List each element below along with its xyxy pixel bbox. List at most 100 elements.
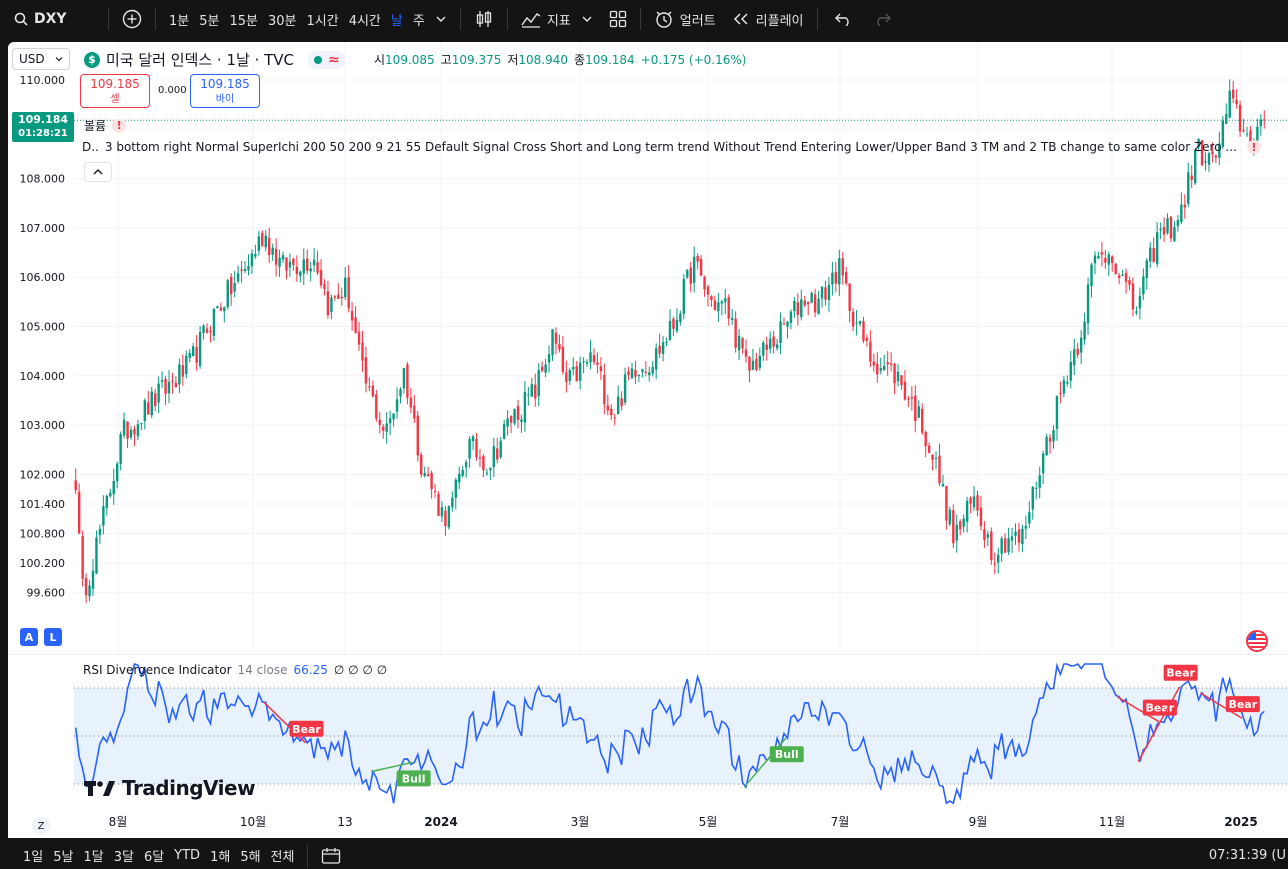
candle-body xyxy=(302,259,305,274)
y-tick-label: 100.200 xyxy=(20,557,66,570)
range-8-button[interactable]: 전체 xyxy=(270,850,295,865)
interval-7-button[interactable]: 주 xyxy=(412,13,425,29)
goto-date-button[interactable] xyxy=(316,842,346,869)
rsi-legend[interactable]: RSI Divergence Indicator 14 close 66.25 … xyxy=(83,663,393,677)
candle xyxy=(779,312,782,355)
candle-body xyxy=(209,330,212,333)
rsi-pane[interactable]: 8월 10월 13 2024 3월 5월 7월 9월 11월 2025 Bear Bull Bull Be… xyxy=(8,654,1288,838)
range-7-button[interactable]: 5해 xyxy=(240,850,261,865)
candle-body xyxy=(1190,175,1193,180)
warning-icon[interactable]: ! xyxy=(112,118,127,133)
range-0-button[interactable]: 1일 xyxy=(23,850,44,865)
log-scale-button[interactable]: L xyxy=(44,628,62,646)
candle-body xyxy=(889,363,893,366)
candle xyxy=(247,254,250,276)
candle xyxy=(88,580,91,602)
replay-button[interactable]: 리플레이 xyxy=(727,0,809,38)
candle xyxy=(513,408,516,426)
indicator-legend[interactable]: D.. 3 bottom right Normal SuperIchi 200 … xyxy=(82,140,1261,154)
candle xyxy=(285,257,288,280)
candle-body xyxy=(91,570,95,589)
interval-0-button[interactable]: 1분 xyxy=(169,13,190,29)
volume-legend[interactable]: 볼륨 ! xyxy=(84,117,127,134)
candle-body xyxy=(461,469,464,476)
candle xyxy=(1107,251,1111,277)
candle xyxy=(1014,523,1017,545)
sell-button[interactable]: 109.185 셀 xyxy=(80,74,150,108)
range-5-button[interactable]: YTD xyxy=(174,848,201,863)
candle xyxy=(789,309,793,330)
range-1-button[interactable]: 5날 xyxy=(53,850,74,865)
candle-body xyxy=(451,497,454,508)
candle xyxy=(886,351,889,376)
candle xyxy=(1121,269,1124,277)
replay-label: 리플레이 xyxy=(755,13,804,29)
interval-2-button[interactable]: 15분 xyxy=(229,13,258,29)
range-2-button[interactable]: 1달 xyxy=(83,850,104,865)
chart-type-button[interactable] xyxy=(469,0,499,38)
candle-body xyxy=(1107,254,1111,265)
range-6-button[interactable]: 1해 xyxy=(210,850,231,865)
candle-body xyxy=(433,490,437,492)
interval-1-button[interactable]: 5분 xyxy=(199,13,220,29)
candle-body xyxy=(219,307,223,311)
candle-body xyxy=(554,332,558,344)
indicator-short-name: D.. xyxy=(82,140,99,154)
candle xyxy=(969,496,972,514)
collapse-legend-button[interactable] xyxy=(84,162,112,182)
candle xyxy=(223,306,226,323)
range-3-button[interactable]: 3달 xyxy=(113,850,134,865)
symbol-search[interactable]: DXY xyxy=(0,11,100,27)
interval-5-button[interactable]: 4시간 xyxy=(348,13,381,29)
indicators-button[interactable]: 지표 xyxy=(516,0,576,38)
candle xyxy=(879,357,882,375)
price-chart[interactable]: 110.000109.000108.000107.000106.000105.0… xyxy=(8,42,1288,654)
tradingview-logo[interactable]: TradingView xyxy=(84,776,256,800)
candle xyxy=(295,255,299,282)
interval-3-button[interactable]: 30분 xyxy=(267,13,297,29)
candle-body xyxy=(153,393,157,407)
alert-button[interactable]: 얼러트 xyxy=(649,0,721,38)
candle xyxy=(976,490,979,517)
candle xyxy=(806,301,810,316)
layout-button[interactable] xyxy=(604,0,632,38)
candle-body xyxy=(1138,296,1142,309)
interval-dropdown-button[interactable] xyxy=(430,0,452,38)
interval-4-button[interactable]: 1시간 xyxy=(306,13,339,29)
candle-body xyxy=(150,391,153,416)
candle-body xyxy=(1052,430,1055,442)
market-status-badge[interactable]: ≈ xyxy=(308,50,346,69)
candle-body xyxy=(1131,283,1135,310)
candle-body xyxy=(1128,280,1131,285)
templates-button[interactable] xyxy=(576,0,598,38)
candle xyxy=(268,227,271,263)
undo-button[interactable] xyxy=(830,0,858,38)
candle-body xyxy=(1263,119,1266,121)
candle-body xyxy=(737,335,741,351)
candle xyxy=(375,389,378,422)
interval-6-button[interactable]: 날 xyxy=(390,13,403,29)
candle-body xyxy=(402,367,406,389)
redo-button[interactable] xyxy=(868,0,896,38)
us-flag-icon[interactable] xyxy=(1246,630,1268,652)
candle-body xyxy=(1079,337,1083,353)
add-symbol-button[interactable] xyxy=(117,0,147,38)
range-4-button[interactable]: 6달 xyxy=(143,850,165,865)
currency-select[interactable]: USD xyxy=(12,48,70,70)
candle xyxy=(126,421,129,448)
buy-button[interactable]: 109.185 바이 xyxy=(190,74,260,108)
candle-body xyxy=(382,426,385,431)
x-tick-label: 9월 xyxy=(969,815,988,829)
candle xyxy=(606,395,610,416)
warning-icon[interactable]: ! xyxy=(1246,140,1261,154)
candle xyxy=(292,257,295,271)
candle-body xyxy=(865,337,869,341)
candle-body xyxy=(299,271,302,276)
timezone-button[interactable]: Z xyxy=(32,817,50,835)
candle xyxy=(523,380,527,432)
candle xyxy=(540,361,544,373)
auto-scale-button[interactable]: A xyxy=(20,628,38,646)
clock-display[interactable]: 07:31:39 (U xyxy=(1208,848,1286,863)
rsi-extra-values: ∅ ∅ ∅ ∅ xyxy=(333,663,388,677)
label-box xyxy=(396,770,431,787)
